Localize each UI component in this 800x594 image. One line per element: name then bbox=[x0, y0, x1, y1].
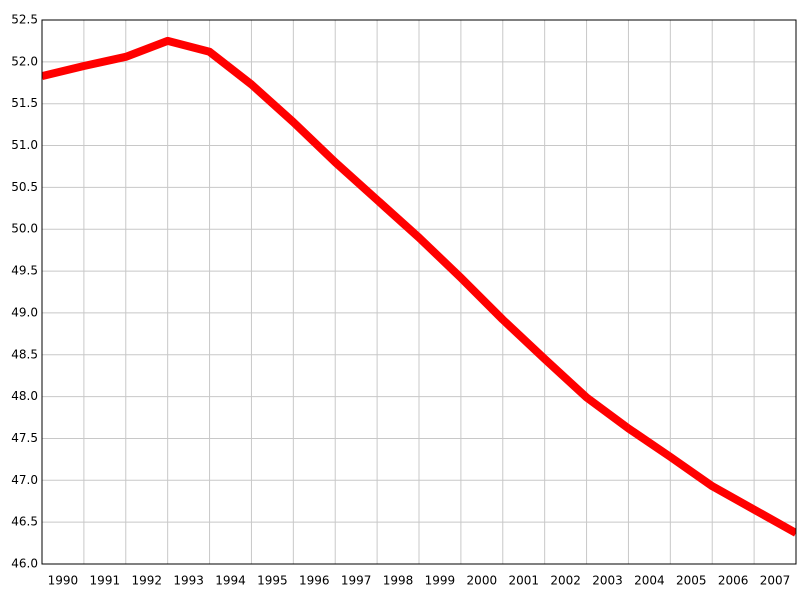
y-tick-label: 51.5 bbox=[11, 96, 38, 110]
plot-area bbox=[42, 36, 796, 537]
y-tick-label: 52.0 bbox=[11, 54, 38, 68]
y-tick-label: 48.0 bbox=[11, 389, 38, 403]
x-tick-label: 2006 bbox=[718, 574, 749, 588]
y-tick-label: 47.5 bbox=[11, 431, 38, 445]
x-tick-label: 1997 bbox=[341, 574, 372, 588]
x-tick-label: 1990 bbox=[48, 574, 79, 588]
y-tick-label: 49.0 bbox=[11, 305, 38, 319]
x-tick-label: 2002 bbox=[550, 574, 581, 588]
x-tick-label: 1993 bbox=[173, 574, 204, 588]
x-tick-label: 2007 bbox=[760, 574, 791, 588]
x-tick-label: 2000 bbox=[467, 574, 498, 588]
x-tick-label: 2004 bbox=[634, 574, 665, 588]
data-line bbox=[42, 36, 796, 537]
x-tick-label: 1996 bbox=[299, 574, 330, 588]
y-tick-label: 52.5 bbox=[11, 13, 38, 27]
x-tick-label: 1992 bbox=[131, 574, 162, 588]
y-tick-label: 47.0 bbox=[11, 473, 38, 487]
y-tick-label: 50.0 bbox=[11, 222, 38, 236]
x-tick-label: 2005 bbox=[676, 574, 707, 588]
x-tick-label: 1994 bbox=[215, 574, 246, 588]
x-tick-label: 2003 bbox=[592, 574, 623, 588]
y-tick-label: 46.5 bbox=[11, 515, 38, 529]
x-tick-label: 1998 bbox=[383, 574, 414, 588]
y-tick-label: 49.5 bbox=[11, 264, 38, 278]
grid bbox=[41, 19, 797, 565]
y-tick-label: 48.5 bbox=[11, 347, 38, 361]
y-tick-label: 46.0 bbox=[11, 557, 38, 571]
x-tick-label: 1999 bbox=[425, 574, 456, 588]
x-tick-label: 1991 bbox=[90, 574, 121, 588]
y-tick-label: 51.0 bbox=[11, 138, 38, 152]
y-tick-label: 50.5 bbox=[11, 180, 38, 194]
plot-frame bbox=[41, 19, 797, 565]
tick-labels: 46.0 46.5 47.0 47.5 48.0 48.5 49.0 49.5 50.0 50.5… bbox=[11, 13, 790, 588]
x-tick-label: 2001 bbox=[508, 574, 539, 588]
x-tick-label: 1995 bbox=[257, 574, 288, 588]
